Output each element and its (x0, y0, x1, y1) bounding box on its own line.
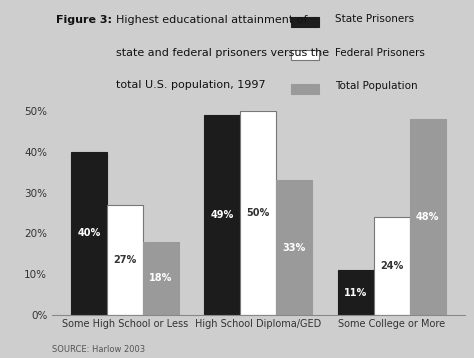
Text: state and federal prisoners versus the: state and federal prisoners versus the (116, 48, 329, 58)
FancyBboxPatch shape (292, 83, 319, 94)
Bar (143, 242, 179, 315)
Text: 24%: 24% (380, 261, 403, 271)
Text: total U.S. population, 1997: total U.S. population, 1997 (116, 80, 266, 90)
Text: 49%: 49% (210, 210, 234, 220)
Text: 40%: 40% (77, 228, 100, 238)
Bar (337, 270, 374, 315)
Bar (410, 119, 446, 315)
Bar (240, 111, 276, 315)
Bar (107, 205, 143, 315)
Bar (374, 217, 410, 315)
Bar (71, 152, 107, 315)
Text: 50%: 50% (246, 208, 270, 218)
Text: Total Population: Total Population (335, 81, 418, 91)
FancyBboxPatch shape (292, 50, 319, 61)
Text: 48%: 48% (416, 212, 439, 222)
Text: Highest educational attainment of: Highest educational attainment of (116, 15, 308, 25)
Text: State Prisoners: State Prisoners (335, 14, 414, 24)
Text: Federal Prisoners: Federal Prisoners (335, 48, 425, 58)
Text: 11%: 11% (344, 287, 367, 297)
Bar (204, 115, 240, 315)
Text: 33%: 33% (283, 243, 306, 253)
Text: 18%: 18% (149, 273, 173, 283)
Text: SOURCE: Harlow 2003: SOURCE: Harlow 2003 (52, 345, 145, 354)
FancyBboxPatch shape (292, 17, 319, 27)
Text: Figure 3:: Figure 3: (56, 15, 112, 25)
Text: 27%: 27% (113, 255, 137, 265)
Bar (276, 180, 312, 315)
